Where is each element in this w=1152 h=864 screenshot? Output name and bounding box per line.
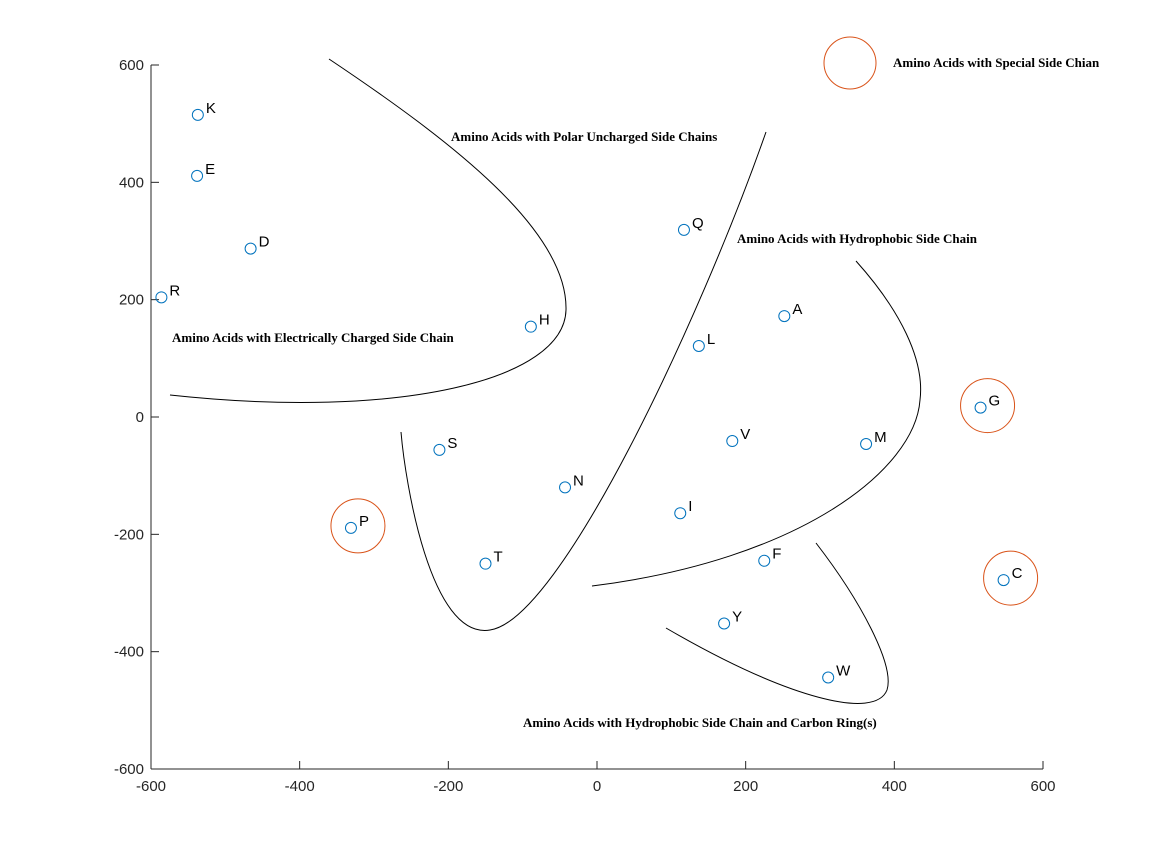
y-tick-label: -400 xyxy=(114,644,144,661)
x-axis-ticks: -600 -400 -200 0 200 400 600 xyxy=(136,761,1056,795)
point-label-n: N xyxy=(573,472,584,489)
point-label-m: M xyxy=(874,429,887,446)
hydrophobic-annotation: Amino Acids with Hydrophobic Side Chain xyxy=(737,231,978,246)
point-label-h: H xyxy=(539,312,550,329)
point-label-f: F xyxy=(772,546,781,563)
electrically-charged-annotation: Amino Acids with Electrically Charged Si… xyxy=(172,330,454,345)
x-axis: -600 -400 -200 0 200 400 600 xyxy=(136,761,1056,795)
data-point-s xyxy=(433,443,446,456)
region-boundary-curves xyxy=(169,58,922,704)
point-label-s: S xyxy=(447,435,457,452)
point-label-p: P xyxy=(359,513,369,530)
data-point-t xyxy=(479,557,492,570)
x-tick-label: 600 xyxy=(1030,778,1055,795)
highlight-circle-p xyxy=(330,498,386,554)
point-label-c: C xyxy=(1012,565,1023,582)
point-label-a: A xyxy=(792,301,802,318)
data-point-l xyxy=(692,340,705,353)
data-point-i xyxy=(674,507,687,520)
y-tick-label: -600 xyxy=(114,761,144,778)
data-point-w xyxy=(822,671,835,684)
y-axis: -600 -400 -200 0 200 400 600 xyxy=(114,57,159,778)
y-tick-label: 200 xyxy=(119,292,144,309)
data-point-g xyxy=(974,401,987,414)
data-point-p xyxy=(344,521,357,534)
point-label-q: Q xyxy=(692,215,704,232)
data-point-y xyxy=(718,617,731,630)
point-label-t: T xyxy=(494,549,503,566)
data-point-q xyxy=(677,223,690,236)
x-tick-label: 200 xyxy=(733,778,758,795)
data-point-r xyxy=(155,291,168,304)
carbon-ring-boundary-curve xyxy=(665,542,889,704)
highlight-circle-c xyxy=(983,550,1039,606)
data-point-v xyxy=(726,435,739,448)
legend-highlight-circle xyxy=(823,36,877,90)
highlight-circle-g xyxy=(960,378,1016,434)
y-axis-ticks: -600 -400 -200 0 200 400 600 xyxy=(114,57,159,778)
data-point-a xyxy=(778,310,791,323)
point-label-i: I xyxy=(688,498,692,515)
carbon-ring-annotation: Amino Acids with Hydrophobic Side Chain … xyxy=(523,715,877,730)
point-label-r: R xyxy=(169,282,180,299)
x-tick-label: 0 xyxy=(593,778,601,795)
hydrophobic-boundary-curve xyxy=(591,260,922,587)
x-tick-label: -200 xyxy=(433,778,463,795)
point-label-y: Y xyxy=(732,609,742,626)
special-side-chain-annotation: Amino Acids with Special Side Chian xyxy=(893,55,1100,70)
data-point-k xyxy=(191,108,204,121)
polar-uncharged-boundary-curve xyxy=(400,131,767,631)
y-tick-label: 600 xyxy=(119,57,144,74)
polar-uncharged-annotation: Amino Acids with Polar Uncharged Side Ch… xyxy=(451,129,717,144)
group-annotations: Amino Acids with Special Side Chian Amin… xyxy=(172,36,1100,730)
data-points: K E D R H Q A L V M G S N I P T F C Y W xyxy=(155,100,1023,684)
point-label-l: L xyxy=(707,331,715,348)
x-tick-label: 400 xyxy=(882,778,907,795)
y-tick-label: 400 xyxy=(119,174,144,191)
x-tick-label: -600 xyxy=(136,778,166,795)
point-label-v: V xyxy=(740,426,750,443)
point-label-w: W xyxy=(836,662,851,679)
data-point-f xyxy=(758,554,771,567)
data-point-n xyxy=(559,481,572,494)
x-tick-label: -400 xyxy=(285,778,315,795)
data-point-m xyxy=(860,437,873,450)
electrically-charged-boundary-curve xyxy=(169,58,567,403)
data-point-h xyxy=(524,320,537,333)
point-label-e: E xyxy=(205,161,215,178)
special-side-chain-highlights xyxy=(330,378,1039,606)
point-label-k: K xyxy=(206,100,216,117)
data-point-e xyxy=(191,169,204,182)
data-point-c xyxy=(997,574,1010,587)
y-tick-label: 0 xyxy=(136,409,144,426)
y-tick-label: -200 xyxy=(114,526,144,543)
data-point-d xyxy=(244,242,257,255)
point-label-d: D xyxy=(259,234,270,251)
point-label-g: G xyxy=(989,393,1001,410)
